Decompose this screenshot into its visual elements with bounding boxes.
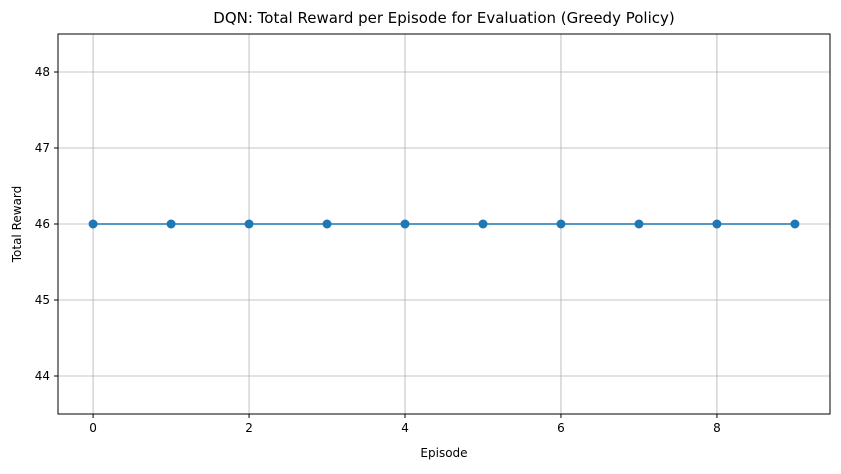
data-point	[712, 219, 722, 229]
x-tick-label: 2	[245, 421, 253, 435]
series-layer	[88, 219, 800, 229]
x-axis-label: Episode	[420, 446, 467, 460]
y-tick-label: 45	[35, 293, 50, 307]
x-tick-label: 8	[713, 421, 721, 435]
data-point	[790, 219, 800, 229]
data-point	[166, 219, 176, 229]
data-point	[478, 219, 488, 229]
data-point	[244, 219, 254, 229]
data-point	[322, 219, 332, 229]
data-point	[400, 219, 410, 229]
y-tick-label: 47	[35, 141, 50, 155]
y-axis-label: Total Reward	[10, 186, 24, 264]
chart-title: DQN: Total Reward per Episode for Evalua…	[213, 9, 674, 27]
x-tick-label: 0	[89, 421, 97, 435]
y-tick-label: 46	[35, 217, 50, 231]
data-point	[634, 219, 644, 229]
x-tick-label: 4	[401, 421, 409, 435]
y-tick-label: 44	[35, 369, 50, 383]
x-tick-label: 6	[557, 421, 565, 435]
y-tick-label: 48	[35, 65, 50, 79]
data-point	[88, 219, 98, 229]
data-point	[556, 219, 566, 229]
